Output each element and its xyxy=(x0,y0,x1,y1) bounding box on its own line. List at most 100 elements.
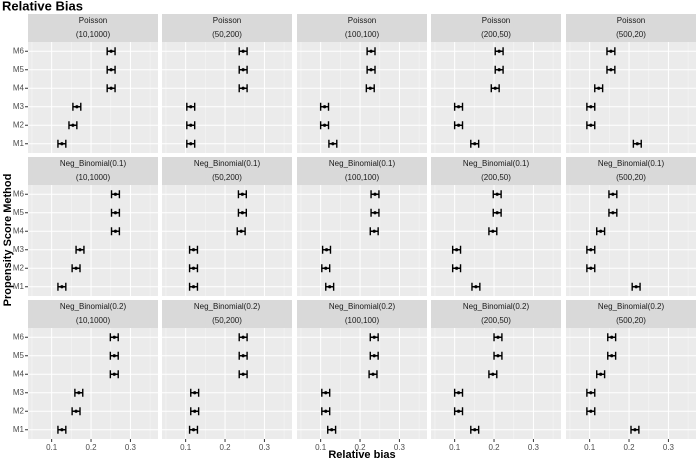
panel-background xyxy=(297,185,427,296)
strip-title: Neg_Binomial(0.2) xyxy=(598,302,665,311)
x-tick-label: 0.1 xyxy=(315,443,327,452)
y-tick-label: M2 xyxy=(13,120,25,129)
strip: Poisson (50,200) xyxy=(162,14,292,42)
panel-background xyxy=(431,42,561,153)
point xyxy=(497,49,501,53)
point xyxy=(330,428,334,432)
point xyxy=(455,248,459,252)
strip-subtitle: (10,1000) xyxy=(76,173,111,182)
x-tick-label: 0.1 xyxy=(180,443,192,452)
point xyxy=(496,335,500,339)
panel-background xyxy=(566,42,696,153)
point xyxy=(495,211,499,215)
strip-subtitle: (500,20) xyxy=(616,316,646,325)
strip-subtitle: (50,200) xyxy=(212,316,242,325)
y-tick-label: M3 xyxy=(13,102,25,111)
point xyxy=(191,285,196,289)
x-tick-label: 0.2 xyxy=(488,443,500,452)
strip-subtitle: (500,20) xyxy=(616,173,646,182)
strip: Poisson (200,50) xyxy=(431,14,561,42)
point xyxy=(191,248,196,252)
point xyxy=(113,229,118,233)
point xyxy=(241,68,245,72)
point xyxy=(373,211,377,215)
panel-background xyxy=(162,42,292,153)
y-tick-label: M3 xyxy=(13,245,25,254)
x-tick-label: 0.3 xyxy=(528,443,540,452)
strip-title: Poisson xyxy=(348,16,376,25)
point xyxy=(589,266,593,270)
strip-title: Poisson xyxy=(213,16,241,25)
panel-background xyxy=(28,42,158,153)
point xyxy=(368,86,372,90)
strip-background xyxy=(297,14,427,42)
point xyxy=(189,123,193,127)
strip-background xyxy=(566,157,696,185)
panel-background xyxy=(162,328,292,439)
point xyxy=(324,248,329,252)
strip: Poisson (500,20) xyxy=(566,14,696,42)
point xyxy=(373,192,377,196)
strip: Poisson (100,100) xyxy=(297,14,427,42)
strip-subtitle: (200,50) xyxy=(481,316,511,325)
strip-background xyxy=(162,157,292,185)
strip-title: Poisson xyxy=(617,16,645,25)
strip-background xyxy=(566,14,696,42)
strip-background xyxy=(431,157,561,185)
point xyxy=(78,248,82,252)
point xyxy=(112,335,116,339)
strip: Neg_Binomial(0.2) (10,1000) xyxy=(28,300,158,328)
point xyxy=(75,105,79,109)
point xyxy=(599,229,603,233)
strip-title: Neg_Binomial(0.2) xyxy=(60,302,127,311)
point xyxy=(611,192,615,196)
point xyxy=(191,428,196,432)
point xyxy=(112,354,116,358)
point xyxy=(491,372,495,376)
y-tick-label: M2 xyxy=(13,406,25,415)
x-tick-label: 0.3 xyxy=(663,443,675,452)
y-tick-label: M2 xyxy=(13,263,25,272)
panel-background xyxy=(431,185,561,296)
point xyxy=(491,229,495,233)
y-tick-label: M3 xyxy=(13,388,25,397)
strip: Neg_Binomial(0.2) (500,20) xyxy=(566,300,696,328)
strip-background xyxy=(297,300,427,328)
y-tick-label: M4 xyxy=(13,83,25,92)
point xyxy=(60,428,64,432)
point xyxy=(610,354,614,358)
strip-subtitle: (100,100) xyxy=(345,316,380,325)
y-tick-label: M1 xyxy=(13,282,25,291)
strip: Poisson (10,1000) xyxy=(28,14,158,42)
point xyxy=(372,335,376,339)
point xyxy=(60,285,64,289)
point xyxy=(193,391,197,395)
x-axis-title: Relative bias xyxy=(328,449,395,461)
point xyxy=(239,229,243,233)
y-tick-label: M6 xyxy=(13,189,25,198)
panel-background xyxy=(566,185,696,296)
point xyxy=(371,372,375,376)
chart-title: Relative Bias xyxy=(2,0,83,13)
point xyxy=(609,68,613,72)
strip-title: Neg_Binomial(0.1) xyxy=(463,159,530,168)
x-tick-label: 0.2 xyxy=(85,443,97,452)
strip-background xyxy=(431,14,561,42)
strip-subtitle: (50,200) xyxy=(212,30,242,39)
point xyxy=(109,49,113,53)
x-tick-label: 0.2 xyxy=(219,443,231,452)
point xyxy=(328,285,332,289)
point xyxy=(322,123,327,127)
strip-subtitle: (10,1000) xyxy=(76,316,111,325)
point xyxy=(633,428,637,432)
point xyxy=(109,68,113,72)
point xyxy=(456,123,461,127)
strip: Neg_Binomial(0.1) (200,50) xyxy=(431,157,561,185)
panel-background xyxy=(297,42,427,153)
y-tick-label: M5 xyxy=(13,351,25,360)
point xyxy=(495,192,499,196)
strip-subtitle: (200,50) xyxy=(481,30,511,39)
point xyxy=(493,86,497,90)
point xyxy=(456,391,461,395)
point xyxy=(74,266,78,270)
